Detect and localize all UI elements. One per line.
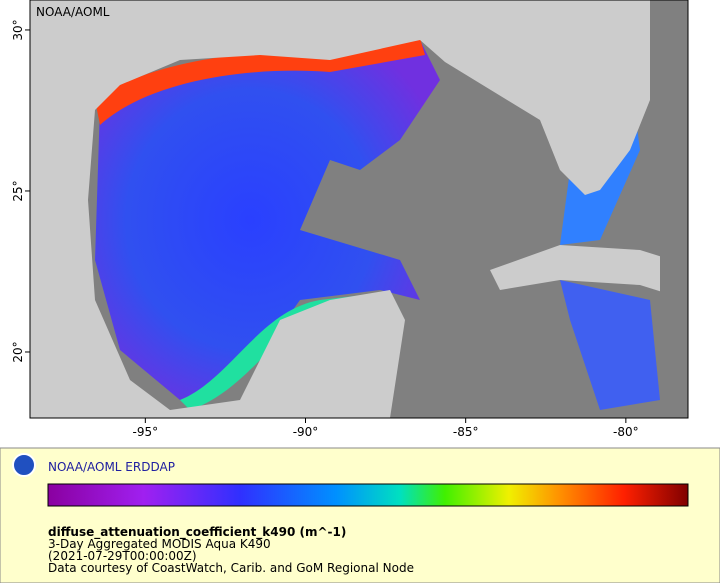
x-tick-label: -80°: [613, 425, 639, 439]
variable-name: diffuse_attenuation_coefficient_k490 (m^…: [48, 525, 346, 540]
x-tick-label: -90°: [293, 425, 319, 439]
legend-line: (2021-07-29T00:00:00Z): [48, 549, 197, 563]
noaa-logo: [12, 453, 36, 477]
map: NOAA/AOML: [29, 0, 689, 419]
x-tick-label: -95°: [133, 425, 159, 439]
data-field: [95, 40, 440, 400]
ocean: [650, 0, 688, 418]
legend-line: 3-Day Aggregated MODIS Aqua K490: [48, 537, 271, 551]
coastal-band: [95, 38, 425, 125]
coastal-band: [180, 292, 400, 410]
y-tick-label: 25°: [11, 180, 25, 201]
data-field: [560, 280, 660, 410]
land: [30, 110, 405, 418]
land: [490, 245, 688, 300]
legend-panel: [0, 447, 720, 584]
x-tick-label: -85°: [453, 425, 479, 439]
y-tick-label: 30°: [11, 19, 25, 40]
legend-title: NOAA/AOML ERDDAP: [48, 460, 175, 474]
y-tick-label: 20°: [11, 341, 25, 362]
map-frame: [29, 0, 689, 419]
land: [30, 0, 688, 195]
legend-line: Data courtesy of CoastWatch, Carib. and …: [48, 561, 414, 575]
corner-label: NOAA/AOML: [36, 5, 110, 19]
colorbar: [47, 483, 689, 507]
